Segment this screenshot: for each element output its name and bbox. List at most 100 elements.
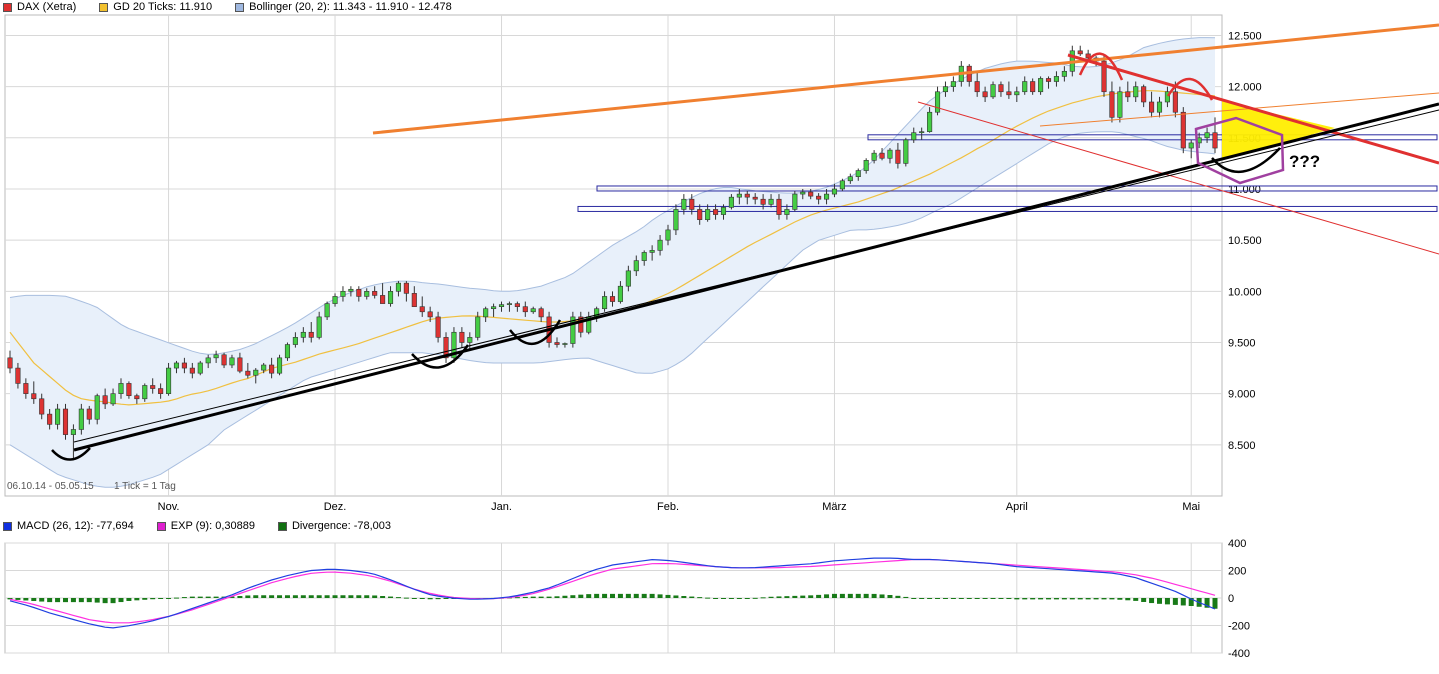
candle-body: [1085, 53, 1091, 59]
divergence-bar: [1093, 598, 1099, 600]
candle-body: [847, 176, 853, 182]
divergence-bar: [403, 597, 409, 599]
candle-body: [863, 160, 869, 171]
candle-body: [467, 337, 473, 343]
divergence-bar: [237, 596, 243, 598]
divergence-bar: [586, 594, 592, 598]
divergence-bar: [974, 598, 980, 599]
y-tick-label: 12.500: [1228, 30, 1262, 42]
divergence-bar: [70, 598, 76, 603]
candle-body: [1061, 70, 1067, 77]
divergence-bar: [166, 598, 172, 599]
divergence-bar: [1149, 598, 1155, 604]
candle-body: [308, 331, 314, 338]
candle-body: [744, 193, 750, 198]
divergence-bar: [1180, 598, 1186, 606]
divergence-bar: [126, 598, 132, 601]
candle-body: [728, 196, 734, 208]
divergence-bar: [142, 598, 148, 600]
bollinger-upper-line: [9, 37, 1216, 355]
divergence-bar: [39, 598, 45, 602]
divergence-bar: [324, 595, 330, 598]
y-tick-label: 10.000: [1228, 286, 1262, 298]
divergence-bar: [578, 594, 584, 598]
orange-thin-trendline: [1039, 92, 1439, 127]
candle-body: [633, 260, 639, 272]
divergence-bar: [1125, 598, 1131, 601]
candle-body: [609, 296, 616, 302]
candle-body: [934, 91, 941, 113]
candle-body: [1045, 78, 1052, 82]
divergence-bar: [443, 598, 449, 599]
hand-drawn-arc: [509, 319, 562, 346]
divergence-bar: [94, 598, 100, 603]
candle-body: [269, 364, 275, 374]
candle-body: [887, 149, 893, 159]
divergence-bar: [1109, 598, 1115, 600]
divergence-bar: [935, 598, 941, 599]
candle-body: [800, 191, 806, 195]
divergence-bar: [887, 594, 893, 598]
candle-body: [126, 383, 132, 397]
legend-swatch: [3, 521, 12, 531]
x-tick-label: Dez.: [324, 501, 347, 513]
divergence-bar: [181, 597, 187, 599]
divergence-bar: [1141, 598, 1147, 602]
candle-body: [522, 306, 528, 313]
candle-body: [752, 196, 758, 200]
legend-item: EXP (9): 0,30889: [154, 520, 255, 532]
legend-swatch: [235, 2, 245, 12]
divergence-bar: [1053, 598, 1059, 600]
candle-body: [1204, 132, 1210, 139]
candle-body: [316, 316, 322, 338]
candle-body: [372, 291, 378, 296]
candle-body: [538, 308, 544, 318]
divergence-bar: [720, 598, 726, 599]
divergence-bar: [1046, 598, 1052, 600]
divergence-bar: [253, 595, 259, 598]
divergence-bar: [562, 595, 568, 598]
candle-body: [70, 429, 76, 435]
candle-body: [1109, 91, 1115, 118]
red-thin-trendline: [917, 101, 1439, 255]
candle-body: [713, 209, 719, 215]
divergence-bar: [705, 597, 711, 599]
y-tick-label: 12.000: [1228, 82, 1262, 94]
candle-body: [705, 209, 711, 220]
divergence-bar: [602, 593, 608, 598]
candle-body: [47, 413, 53, 425]
hand-drawn-arc: [1078, 52, 1124, 81]
candle-body: [1212, 132, 1218, 149]
candle-body: [380, 295, 386, 304]
divergence-bar: [229, 596, 235, 598]
divergence-bar: [292, 595, 298, 598]
divergence-bar: [855, 593, 861, 598]
divergence-bar: [689, 596, 695, 598]
divergence-bar: [134, 598, 140, 601]
candle-body: [150, 385, 156, 389]
divergence-bar: [213, 596, 219, 598]
legend-label: EXP (9): 0,30889: [170, 520, 255, 532]
divergence-bar: [927, 598, 933, 599]
candle-body: [387, 291, 394, 304]
candle-body: [1038, 78, 1044, 93]
candle-body: [7, 357, 13, 369]
divergence-bar: [7, 598, 13, 600]
annotation-question-marks: ???: [1289, 152, 1320, 171]
divergence-bar: [950, 598, 956, 599]
divergence-bar: [1085, 598, 1091, 600]
candle-body: [300, 331, 306, 338]
candle-body: [1156, 101, 1163, 113]
x-tick-label: April: [1006, 501, 1028, 513]
candle-body: [23, 383, 29, 394]
candle-body: [1141, 86, 1147, 103]
candle-body: [831, 188, 838, 195]
candle-body: [895, 149, 901, 164]
candle-body: [617, 285, 623, 302]
candle-body: [395, 282, 402, 292]
divergence-bar: [158, 598, 164, 599]
candle-body: [1164, 91, 1170, 103]
divergence-bar: [23, 598, 29, 601]
candle-body: [324, 303, 330, 318]
divergence-bar: [594, 593, 600, 598]
